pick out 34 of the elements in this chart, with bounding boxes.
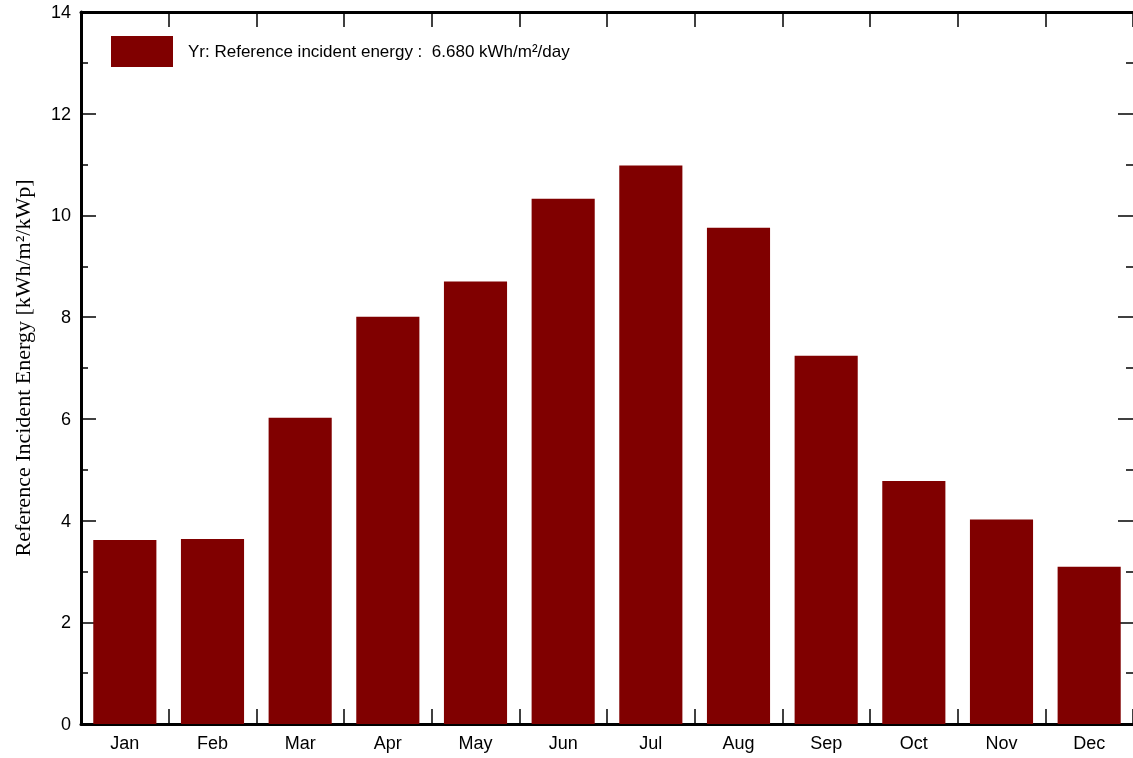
x-tick-label: Mar bbox=[284, 733, 316, 753]
bar bbox=[93, 539, 157, 724]
bar bbox=[794, 355, 858, 724]
legend-label: Yr: Reference incident energy : 6.680 kWh/m²/day bbox=[188, 42, 571, 61]
bar bbox=[706, 227, 771, 724]
x-tick-label: Jun bbox=[548, 733, 578, 753]
bar bbox=[268, 417, 332, 724]
bar bbox=[969, 519, 1034, 724]
x-tick-label: Aug bbox=[722, 733, 755, 753]
bar bbox=[882, 480, 946, 724]
y-tick-label: 4 bbox=[60, 510, 71, 531]
y-tick-label: 0 bbox=[60, 714, 71, 734]
y-tick-label: 2 bbox=[60, 612, 71, 633]
x-tick-label: Jul bbox=[639, 733, 663, 753]
x-tick-label: Dec bbox=[1073, 733, 1106, 753]
y-tick-label: 12 bbox=[50, 103, 71, 124]
bar bbox=[180, 538, 245, 724]
y-tick-label: 8 bbox=[60, 307, 71, 328]
x-tick-label: Oct bbox=[899, 733, 928, 753]
x-tick-label: Feb bbox=[196, 733, 229, 753]
bar bbox=[619, 165, 683, 724]
x-tick-label: May bbox=[458, 733, 493, 753]
x-tick-label: Jan bbox=[110, 733, 140, 753]
bar bbox=[531, 198, 595, 724]
bar bbox=[356, 316, 420, 724]
bar bbox=[443, 281, 508, 724]
bar bbox=[1057, 566, 1121, 724]
y-tick-label: 14 bbox=[50, 2, 71, 22]
x-tick-label: Nov bbox=[985, 733, 1018, 753]
x-tick-label: Sep bbox=[810, 733, 843, 753]
y-tick-label: 10 bbox=[50, 205, 71, 226]
y-tick-label: 6 bbox=[60, 408, 71, 429]
x-tick-label: Apr bbox=[373, 733, 402, 753]
y-axis-title: Reference Incident Energy [kWh/m²/kWp] bbox=[9, 179, 35, 557]
